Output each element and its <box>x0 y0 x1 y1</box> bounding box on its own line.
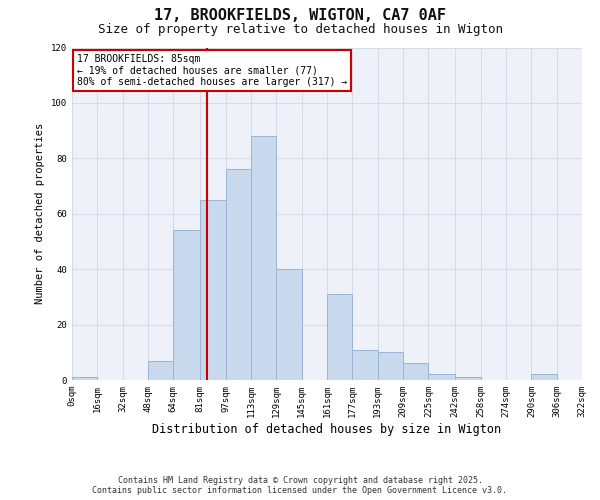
Text: 17 BROOKFIELDS: 85sqm
← 19% of detached houses are smaller (77)
80% of semi-deta: 17 BROOKFIELDS: 85sqm ← 19% of detached … <box>77 54 347 88</box>
Bar <box>532 374 557 380</box>
Bar <box>226 170 251 380</box>
Bar <box>277 269 302 380</box>
Bar <box>352 350 377 380</box>
Bar <box>200 200 226 380</box>
Bar <box>251 136 277 380</box>
Bar <box>173 230 200 380</box>
Bar <box>327 294 352 380</box>
Bar <box>72 377 97 380</box>
Bar <box>403 364 428 380</box>
Bar <box>377 352 403 380</box>
Y-axis label: Number of detached properties: Number of detached properties <box>35 123 46 304</box>
Text: Size of property relative to detached houses in Wigton: Size of property relative to detached ho… <box>97 22 503 36</box>
Text: 17, BROOKFIELDS, WIGTON, CA7 0AF: 17, BROOKFIELDS, WIGTON, CA7 0AF <box>154 8 446 22</box>
Bar <box>455 377 481 380</box>
Bar <box>148 360 173 380</box>
X-axis label: Distribution of detached houses by size in Wigton: Distribution of detached houses by size … <box>152 422 502 436</box>
Text: Contains HM Land Registry data © Crown copyright and database right 2025.
Contai: Contains HM Land Registry data © Crown c… <box>92 476 508 495</box>
Bar <box>428 374 455 380</box>
